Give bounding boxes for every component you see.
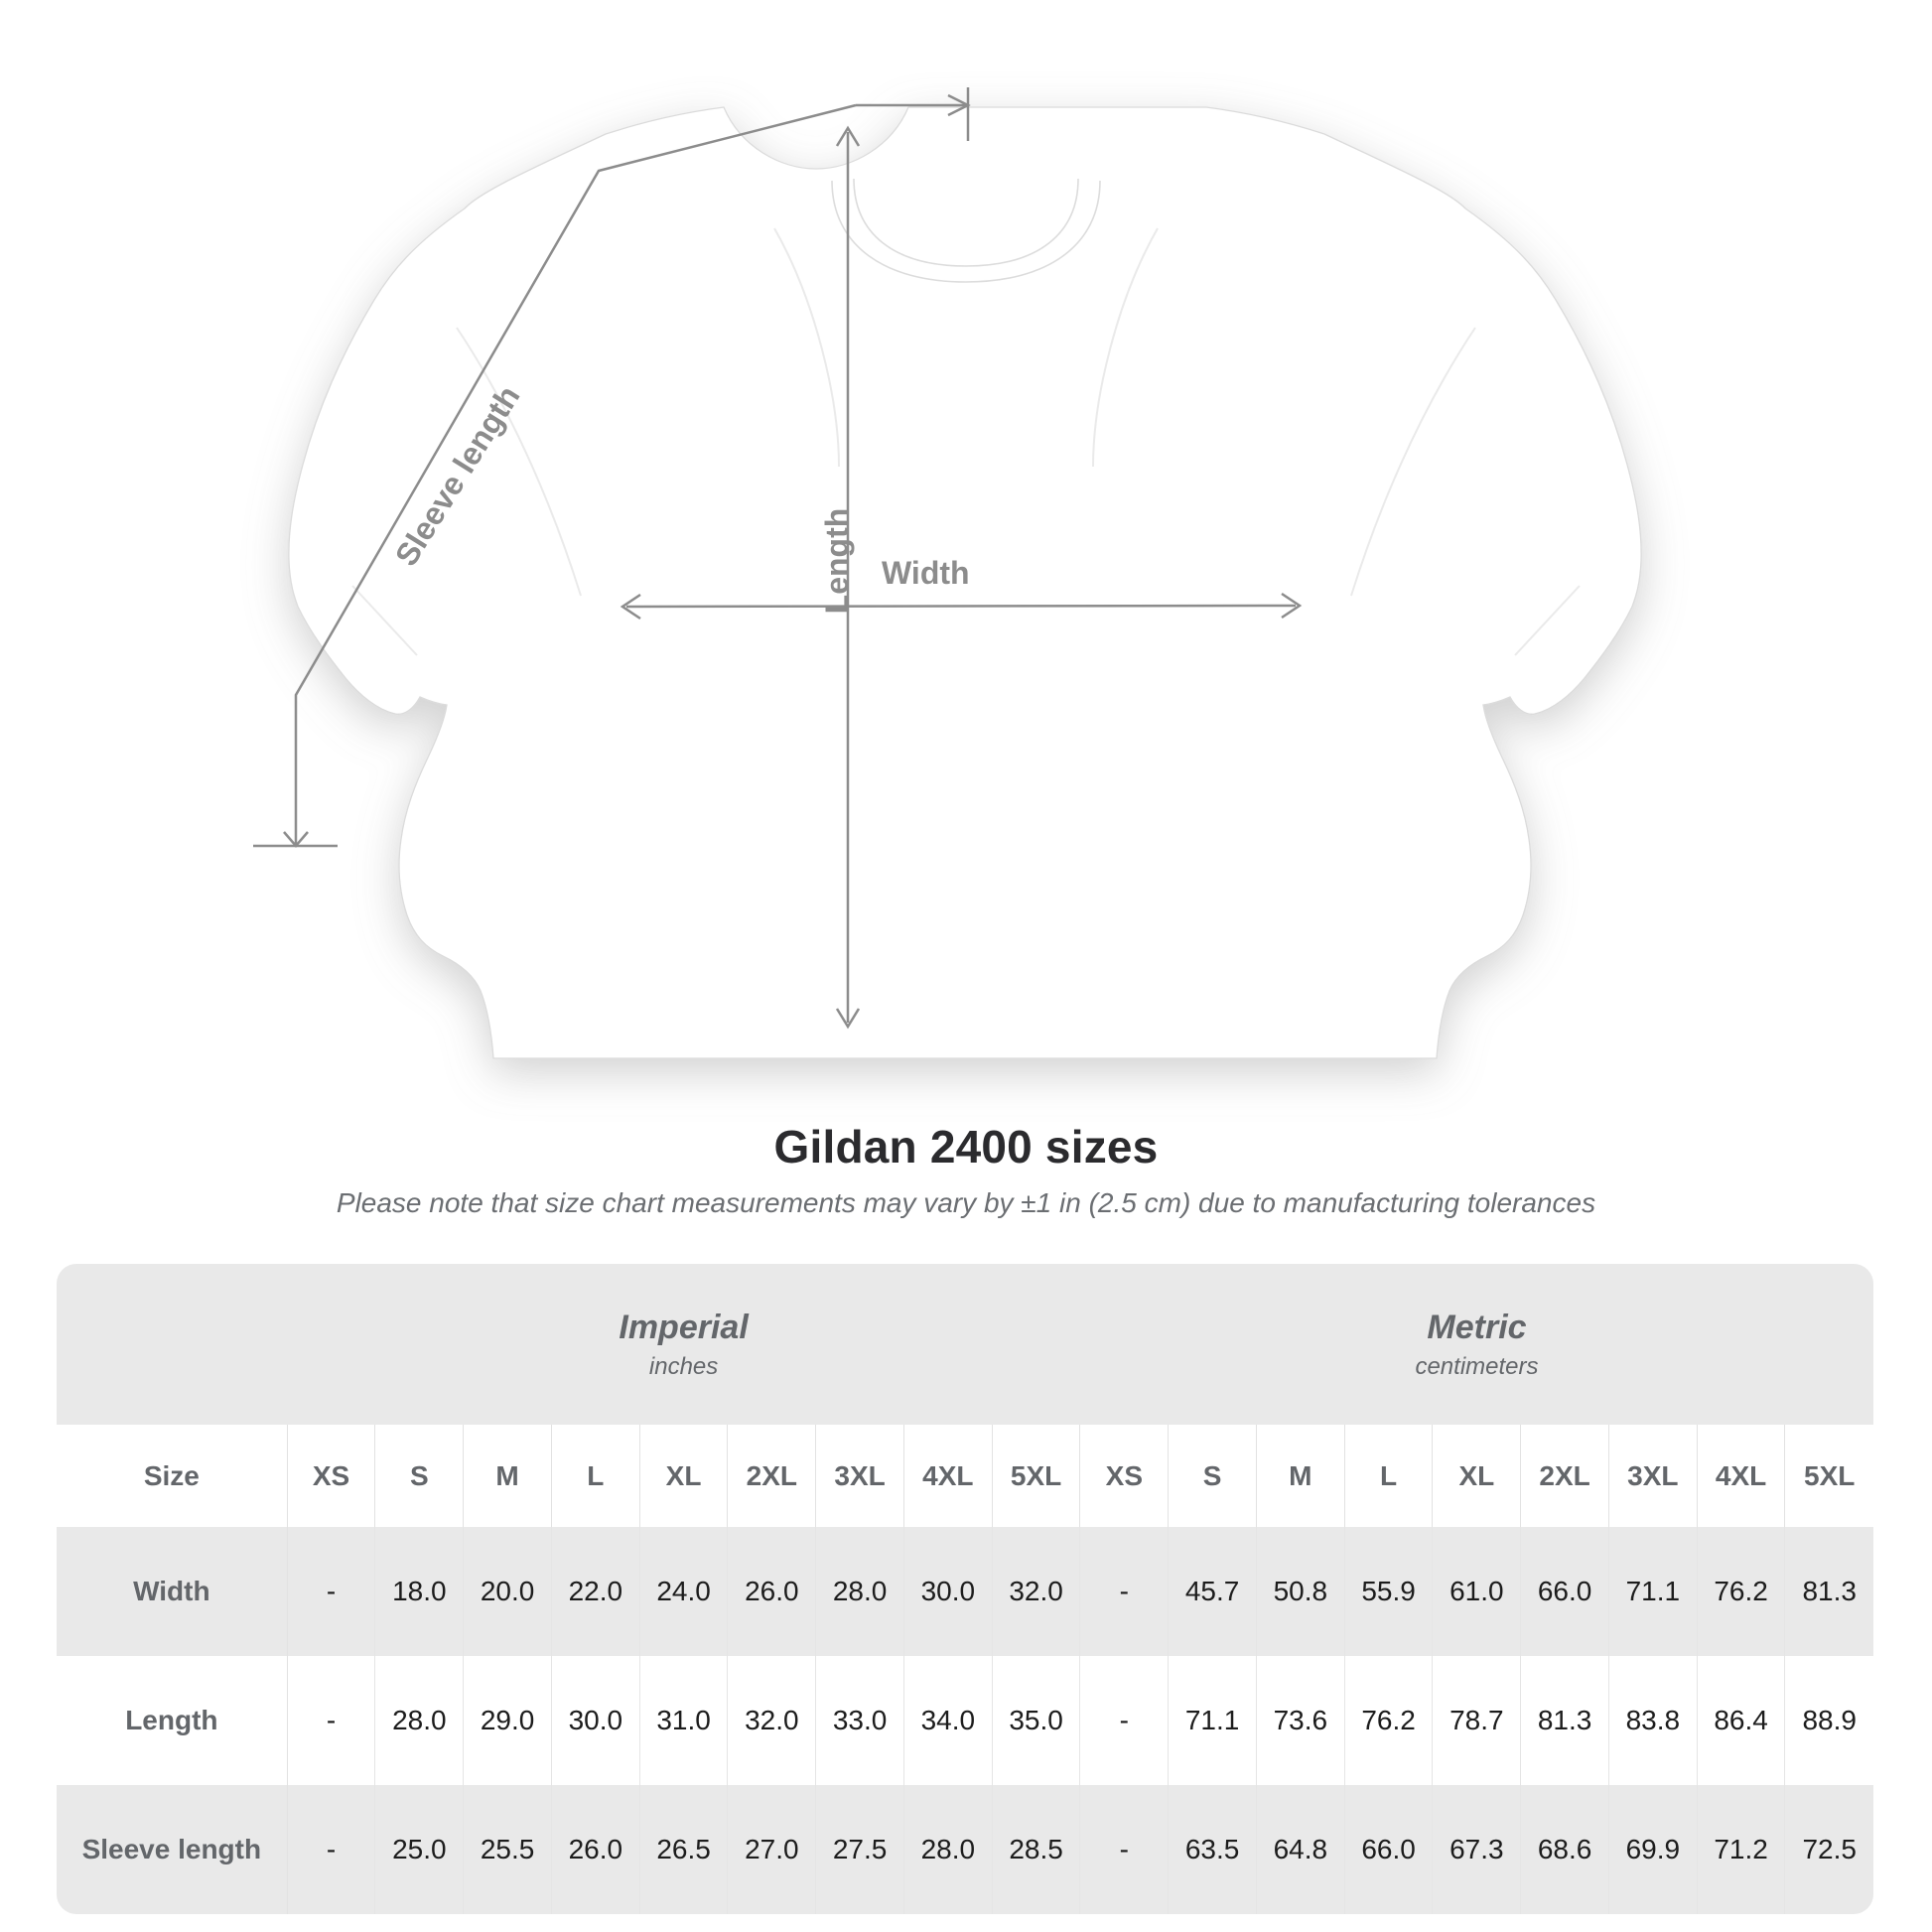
svg-text:Width: Width (882, 555, 970, 591)
svg-text:Length: Length (819, 508, 855, 615)
